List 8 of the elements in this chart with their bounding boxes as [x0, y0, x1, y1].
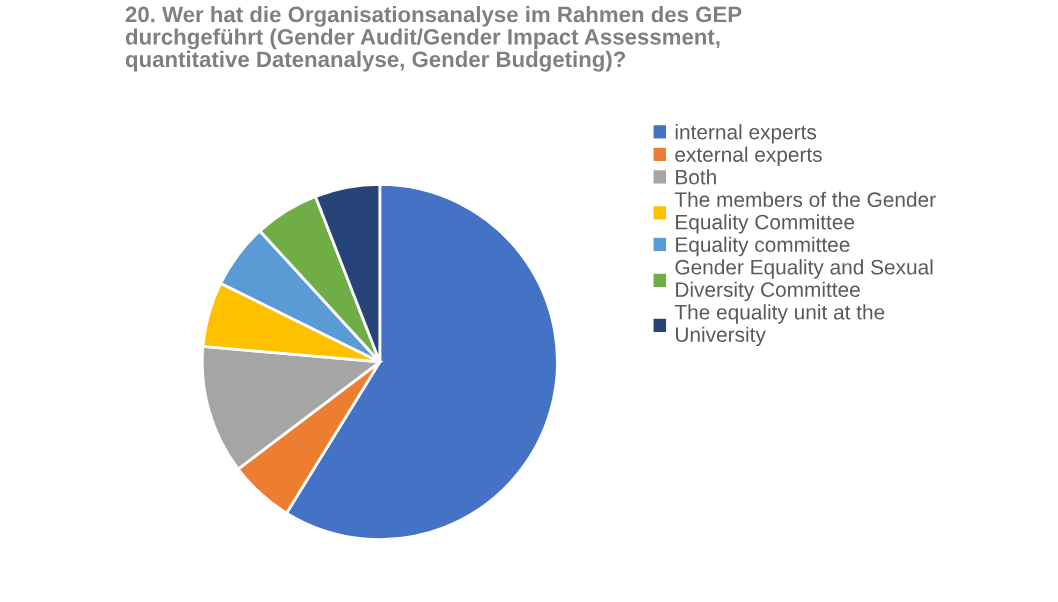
legend-label: The equality unit at the University: [674, 304, 885, 347]
legend-label: Both: [676, 169, 716, 185]
legend-label: internal experts: [675, 124, 817, 144]
legend-label: Gender Equality and Sexual Diversity Committee: [675, 259, 933, 302]
legend-label: The members of the Gender Equality Committee: [674, 191, 936, 234]
chart-title: 20. Wer hat die Organisationsanalyse im Rahmen des GEP durchgeführt (Gender Audit/Gender Impact Assessment, quantitative Datenanalyse, Gender Budgeting)?: [125, 6, 742, 72]
legend-label: Equality committee: [676, 236, 850, 257]
legend-label: external experts: [675, 146, 822, 167]
